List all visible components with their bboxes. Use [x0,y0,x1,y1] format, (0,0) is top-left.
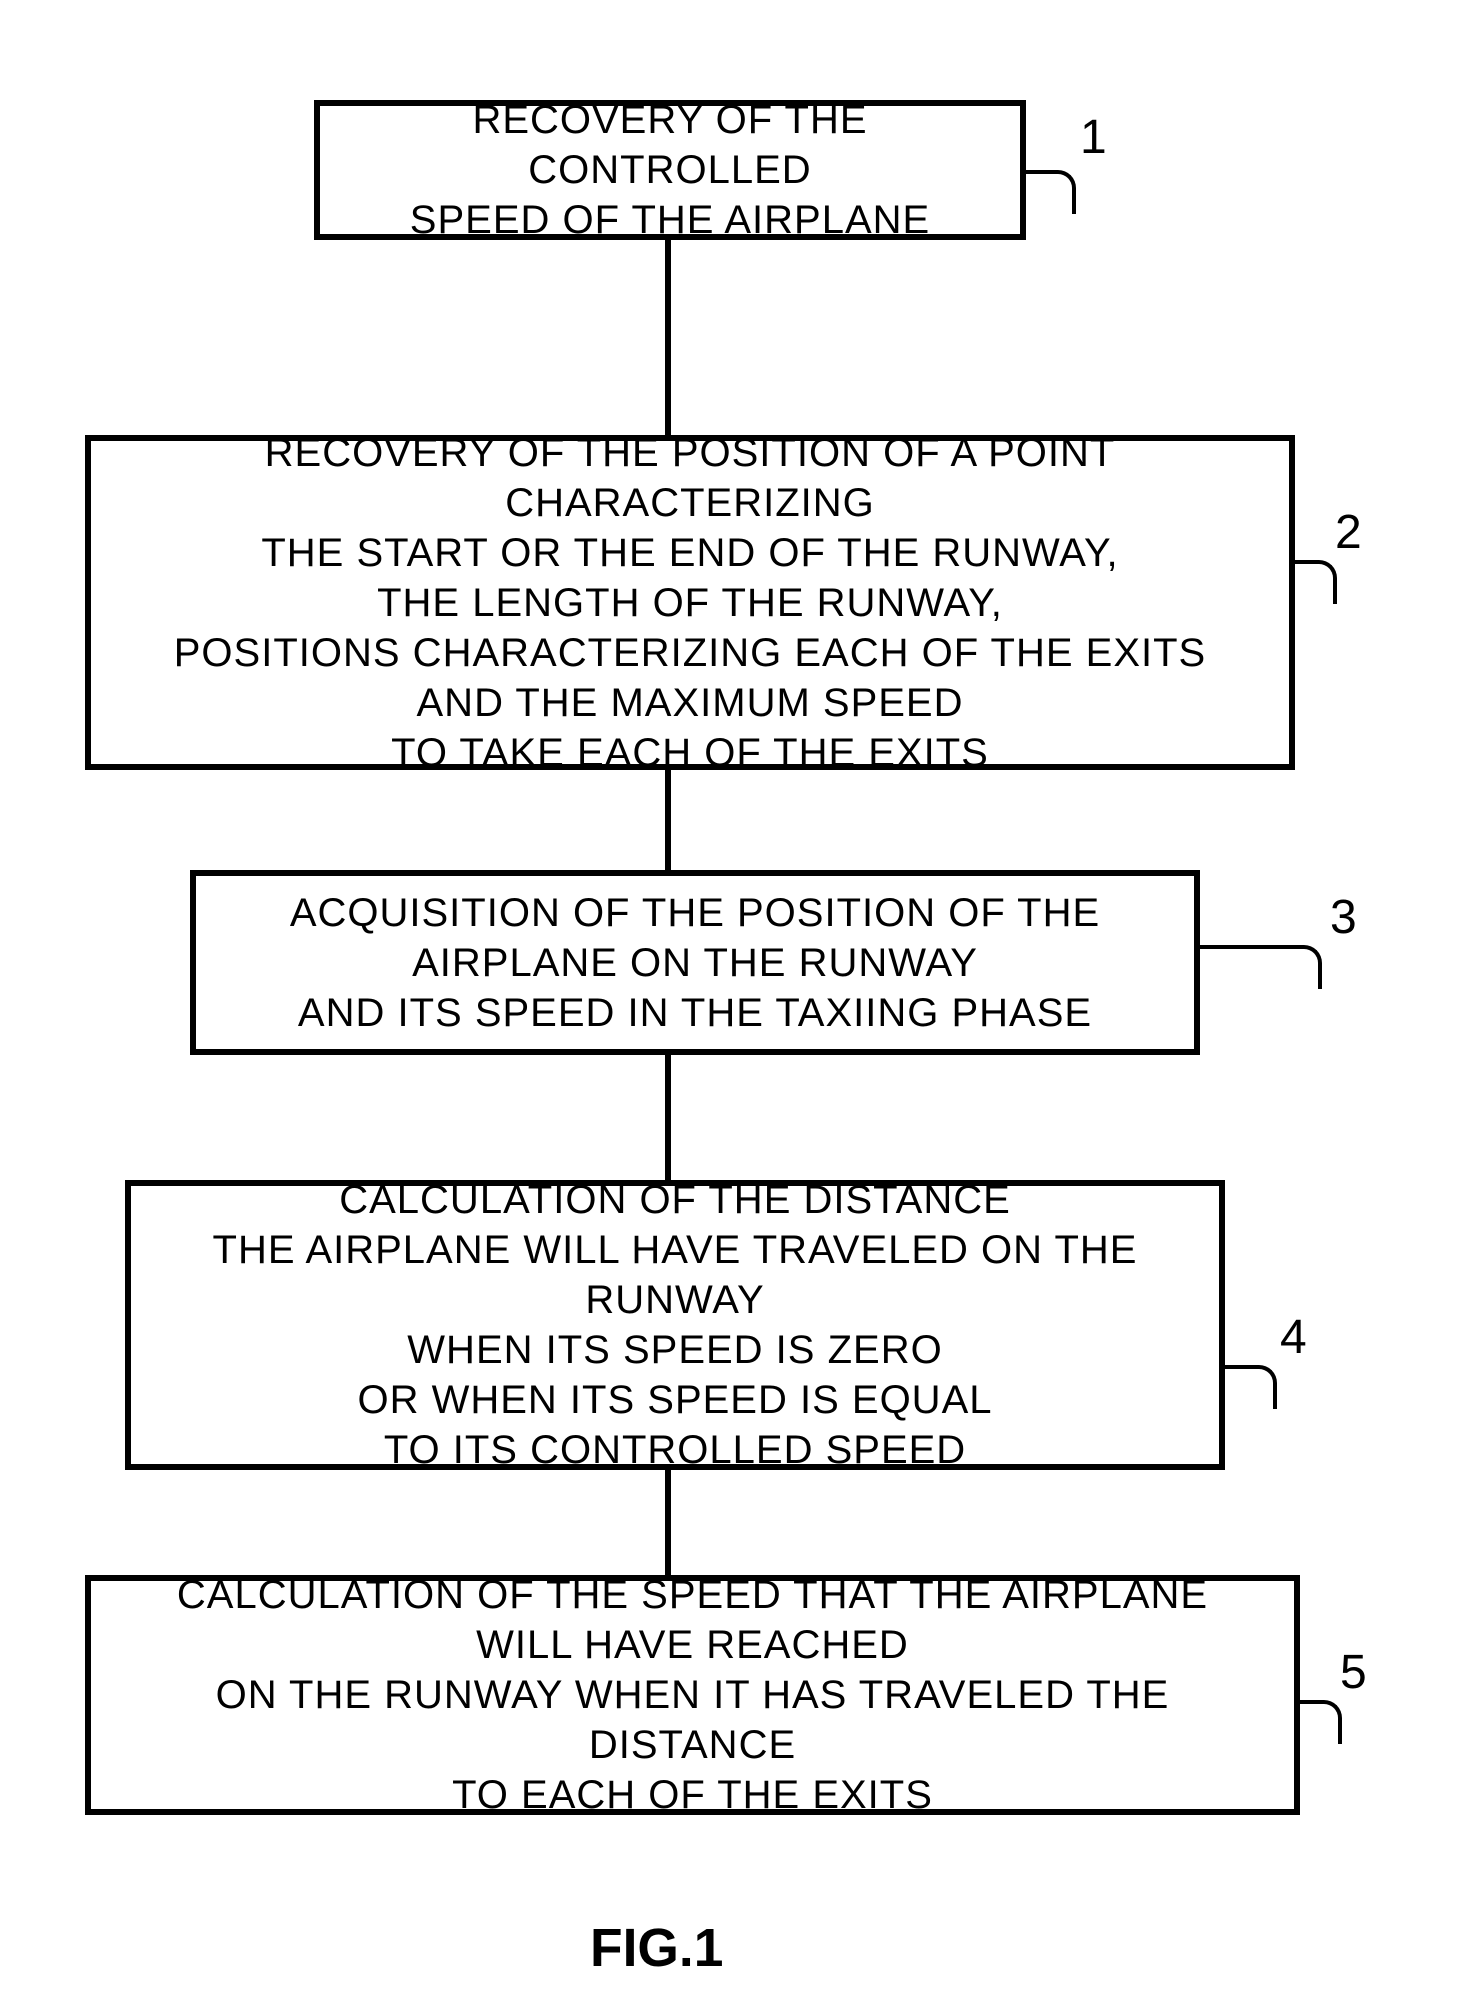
step-text-5: CALCULATION OF THE SPEED THAT THE AIRPLA… [111,1570,1274,1820]
step-label-5: 5 [1340,1645,1367,1700]
step-label-1: 1 [1080,110,1107,165]
connector-4-5 [665,1470,671,1575]
label-leader-4 [1225,1365,1277,1409]
step-box-1: RECOVERY OF THE CONTROLLED SPEED OF THE … [314,100,1026,240]
step-text-3: ACQUISITION OF THE POSITION OF THE AIRPL… [290,888,1100,1038]
connector-1-2 [665,240,671,435]
label-leader-5 [1300,1700,1342,1744]
step-text-4: CALCULATION OF THE DISTANCE THE AIRPLANE… [151,1175,1199,1475]
connector-2-3 [665,770,671,870]
step-label-3: 3 [1330,890,1357,945]
flowchart-canvas: RECOVERY OF THE CONTROLLED SPEED OF THE … [0,0,1470,2006]
step-label-2: 2 [1335,505,1362,560]
connector-3-4 [665,1055,671,1180]
step-text-1: RECOVERY OF THE CONTROLLED SPEED OF THE … [340,95,1000,245]
step-box-5: CALCULATION OF THE SPEED THAT THE AIRPLA… [85,1575,1300,1815]
step-box-2: RECOVERY OF THE POSITION OF A POINT CHAR… [85,435,1295,770]
step-box-4: CALCULATION OF THE DISTANCE THE AIRPLANE… [125,1180,1225,1470]
figure-label: FIG.1 [590,1918,723,1979]
step-label-4: 4 [1280,1310,1307,1365]
label-leader-1 [1026,170,1076,214]
step-text-2: RECOVERY OF THE POSITION OF A POINT CHAR… [111,428,1269,778]
step-box-3: ACQUISITION OF THE POSITION OF THE AIRPL… [190,870,1200,1055]
label-leader-3 [1200,945,1322,989]
label-leader-2 [1295,560,1337,604]
